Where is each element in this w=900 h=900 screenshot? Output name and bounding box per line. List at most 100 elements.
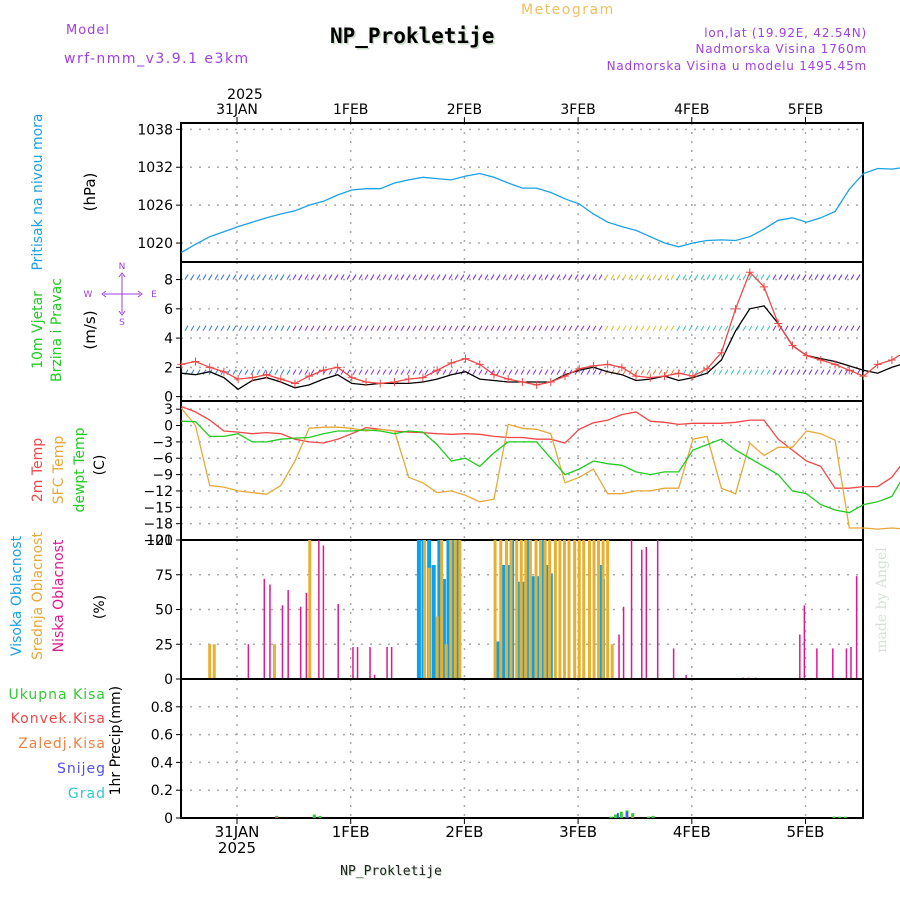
gust-marker [646,373,655,382]
wind-barb [742,325,747,332]
wind-barb [772,369,777,375]
wind-barb [760,369,765,375]
wind-barb [616,274,621,280]
wind-barb [826,274,831,280]
bar-ukupna-kisa [318,815,322,818]
wind-barb [622,369,627,375]
wind-barb [688,369,693,375]
wind-barb [424,369,429,375]
wind-barb [358,325,363,332]
bar-srednja-oblacnost [208,644,212,679]
precip-unit: (mm) [108,686,124,724]
wind-barb [718,325,723,332]
bar-visoka-oblacnost [598,565,603,679]
bar-ukupna-kisa [609,816,613,818]
wind-barb [598,325,603,332]
wind-barb [340,325,345,332]
wind-ylabel-2: Brzina i Pravac [49,278,65,382]
wind-barb [436,325,441,332]
wind-barb [472,369,477,375]
gust-marker [717,348,726,357]
cloud-ylabel-low: Niska Oblacnost [51,539,67,652]
wind-barb [262,369,267,375]
wind-barb [250,274,255,280]
wind-barb [838,325,843,332]
bottom-xtick-label: 5FEB [787,823,825,841]
wind-barb [232,274,237,280]
wind-barb [346,325,351,332]
wind-barb [580,325,585,332]
wind-barb [712,274,717,280]
wind-barb [658,325,663,332]
panel-frame [180,400,864,541]
wind-barb [466,274,471,280]
wind-barb [328,274,333,280]
wind-barb [700,274,705,280]
wind-barb [532,325,537,332]
bar-srednja-oblacnost [515,540,519,679]
wind-barb [406,325,411,332]
wind-barb [802,369,807,375]
wind-barb [556,325,561,332]
bar-niska-oblacnost [855,576,858,679]
wind-barb [460,325,465,332]
wind-barb [736,274,741,280]
wind-barb [196,274,201,280]
wind-barb [298,369,303,375]
wind-barb [532,274,537,280]
bottom-xtick-label: 4FEB [673,823,711,841]
wind-barb [340,274,345,280]
wind-barb [586,369,591,375]
wind-barb [586,325,591,332]
gust-marker [873,360,882,369]
wind-barb [238,325,243,332]
wind-barb [526,325,531,332]
wind-barb [520,369,525,375]
ytick-label: −15 [143,500,173,516]
wind-barb [790,369,795,375]
ytick-label: −6 [152,451,173,467]
wind-barb [298,274,303,280]
gust-marker [319,366,328,375]
bar-niska-oblacnost [305,592,308,679]
wind-barb [322,325,327,332]
gust-marker [305,372,314,381]
wind-barb [544,274,549,280]
wind-barb [508,274,513,280]
wind-barb [394,369,399,375]
series-gust [181,271,900,386]
bar-niska-oblacnost [373,674,376,679]
gust-marker [546,377,555,386]
gust-marker [603,360,612,369]
footer-title-shadow: NP_Prokletije [341,865,443,880]
bottom-xtick-label: 1FEB [332,823,370,841]
wind-barb [706,325,711,332]
gust-marker [703,364,712,373]
wind-barb [256,325,261,332]
wind-barb [748,369,753,375]
bar-srednja-oblacnost [534,540,538,679]
wind-barb [712,369,717,375]
wind-barb [754,325,759,332]
bar-srednja-oblacnost [423,540,427,679]
wind-barb [592,369,597,375]
wind-barb [256,369,261,375]
bar-ukupna-kisa [631,813,635,818]
gust-marker [831,360,840,369]
wind-barb [442,274,447,280]
wind-barb [334,325,339,332]
wind-barb [580,369,585,375]
legend-konvek-kisa: Konvek.Kisa [11,711,106,727]
wind-barb [820,274,825,280]
wind-barb [394,274,399,280]
bottom-xtick-label: 2FEB [445,823,483,841]
wind-barb [682,325,687,332]
bottom-xtick-label: 31JAN [215,823,260,841]
wind-barb [646,369,651,375]
bar-niska-oblacnost [630,540,633,679]
series-pritisak-na-nivou-mora [180,167,900,254]
wind-barb [778,325,783,332]
wind-barb [502,325,507,332]
wind-barb [244,274,249,280]
bar-srednja-oblacnost [601,540,605,679]
